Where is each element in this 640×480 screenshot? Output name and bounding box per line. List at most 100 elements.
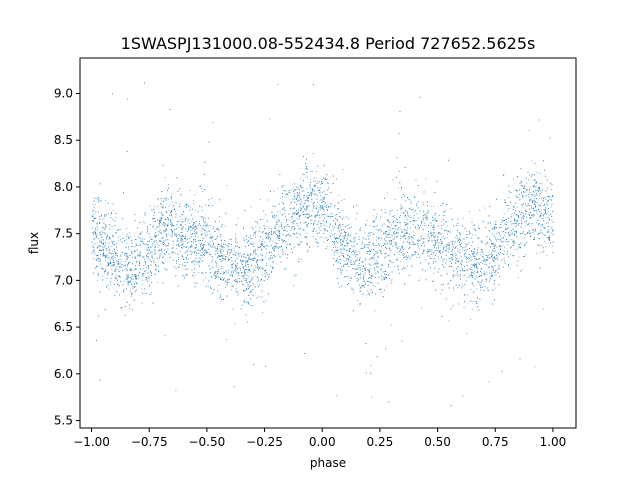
- data-point: [340, 239, 341, 241]
- data-point: [188, 227, 190, 229]
- data-point: [246, 263, 248, 265]
- data-point: [545, 246, 547, 248]
- data-point: [325, 225, 327, 227]
- data-point: [208, 252, 210, 254]
- data-point: [471, 309, 473, 310]
- data-point: [492, 257, 494, 259]
- data-point: [159, 202, 161, 204]
- data-point: [446, 225, 448, 227]
- data-point: [534, 198, 535, 199]
- data-point: [538, 205, 540, 207]
- data-point: [412, 244, 414, 245]
- data-point: [284, 227, 286, 228]
- data-point: [150, 246, 151, 248]
- data-point: [351, 254, 353, 256]
- data-point: [417, 244, 419, 246]
- data-point: [441, 237, 443, 239]
- data-point: [538, 204, 540, 206]
- data-point: [172, 201, 174, 203]
- data-point: [368, 263, 370, 265]
- data-point: [199, 221, 200, 223]
- data-point: [538, 188, 540, 190]
- data-point: [375, 286, 377, 288]
- data-point: [201, 233, 203, 235]
- data-point: [472, 283, 474, 285]
- data-point: [272, 262, 274, 264]
- data-point: [474, 248, 475, 249]
- data-point: [174, 252, 176, 254]
- data-point: [426, 217, 428, 219]
- data-point: [202, 259, 204, 261]
- data-point: [203, 254, 204, 255]
- data-point: [405, 224, 407, 225]
- data-point: [536, 194, 538, 196]
- data-point: [408, 255, 410, 257]
- data-point: [237, 258, 239, 260]
- data-point: [134, 268, 136, 270]
- data-point: [339, 240, 341, 242]
- data-point: [154, 234, 156, 236]
- data-point: [380, 228, 381, 230]
- data-point: [178, 257, 180, 258]
- data-point: [168, 233, 170, 235]
- data-point: [532, 232, 534, 233]
- data-point: [294, 196, 295, 198]
- data-point: [170, 214, 172, 216]
- data-point: [411, 256, 413, 258]
- data-point: [548, 228, 550, 230]
- data-point: [393, 215, 395, 216]
- data-point: [171, 252, 173, 254]
- data-point: [259, 259, 261, 261]
- data-point: [418, 201, 419, 202]
- data-point: [471, 245, 473, 246]
- data-point: [374, 262, 376, 264]
- data-point: [376, 239, 378, 241]
- data-point: [134, 256, 136, 257]
- data-point: [297, 244, 299, 246]
- data-point: [340, 270, 342, 271]
- data-point: [132, 309, 133, 311]
- data-point: [104, 224, 106, 225]
- data-point: [538, 245, 540, 247]
- data-point: [296, 218, 298, 219]
- data-point: [108, 238, 110, 240]
- data-point: [126, 281, 128, 283]
- data-point: [476, 276, 478, 278]
- data-point: [101, 243, 102, 245]
- data-point: [418, 217, 420, 219]
- data-point: [317, 209, 319, 211]
- data-point: [115, 254, 117, 256]
- data-point: [491, 252, 493, 254]
- data-point: [353, 245, 355, 247]
- data-point: [439, 242, 440, 244]
- data-point: [349, 257, 351, 259]
- data-point: [393, 242, 395, 244]
- data-point: [127, 256, 129, 257]
- data-point: [334, 206, 335, 207]
- data-point: [131, 242, 133, 244]
- data-point: [292, 198, 294, 200]
- data-point: [528, 223, 530, 224]
- data-point: [285, 268, 287, 270]
- data-point: [491, 275, 493, 277]
- data-point: [466, 261, 467, 263]
- data-point: [521, 204, 523, 206]
- data-point: [154, 247, 156, 249]
- data-point: [195, 232, 197, 234]
- data-point: [129, 289, 131, 291]
- data-point: [441, 243, 442, 245]
- data-point: [448, 246, 450, 248]
- data-point: [461, 287, 462, 289]
- data-point: [531, 202, 533, 204]
- data-point: [164, 199, 166, 201]
- data-point: [241, 272, 243, 274]
- data-point: [443, 223, 444, 225]
- data-point: [165, 197, 167, 199]
- data-point: [497, 268, 499, 270]
- data-point: [436, 220, 437, 221]
- data-point: [242, 285, 244, 287]
- data-point: [527, 224, 529, 226]
- data-point: [227, 272, 229, 274]
- data-point: [177, 190, 179, 192]
- data-point: [372, 215, 374, 217]
